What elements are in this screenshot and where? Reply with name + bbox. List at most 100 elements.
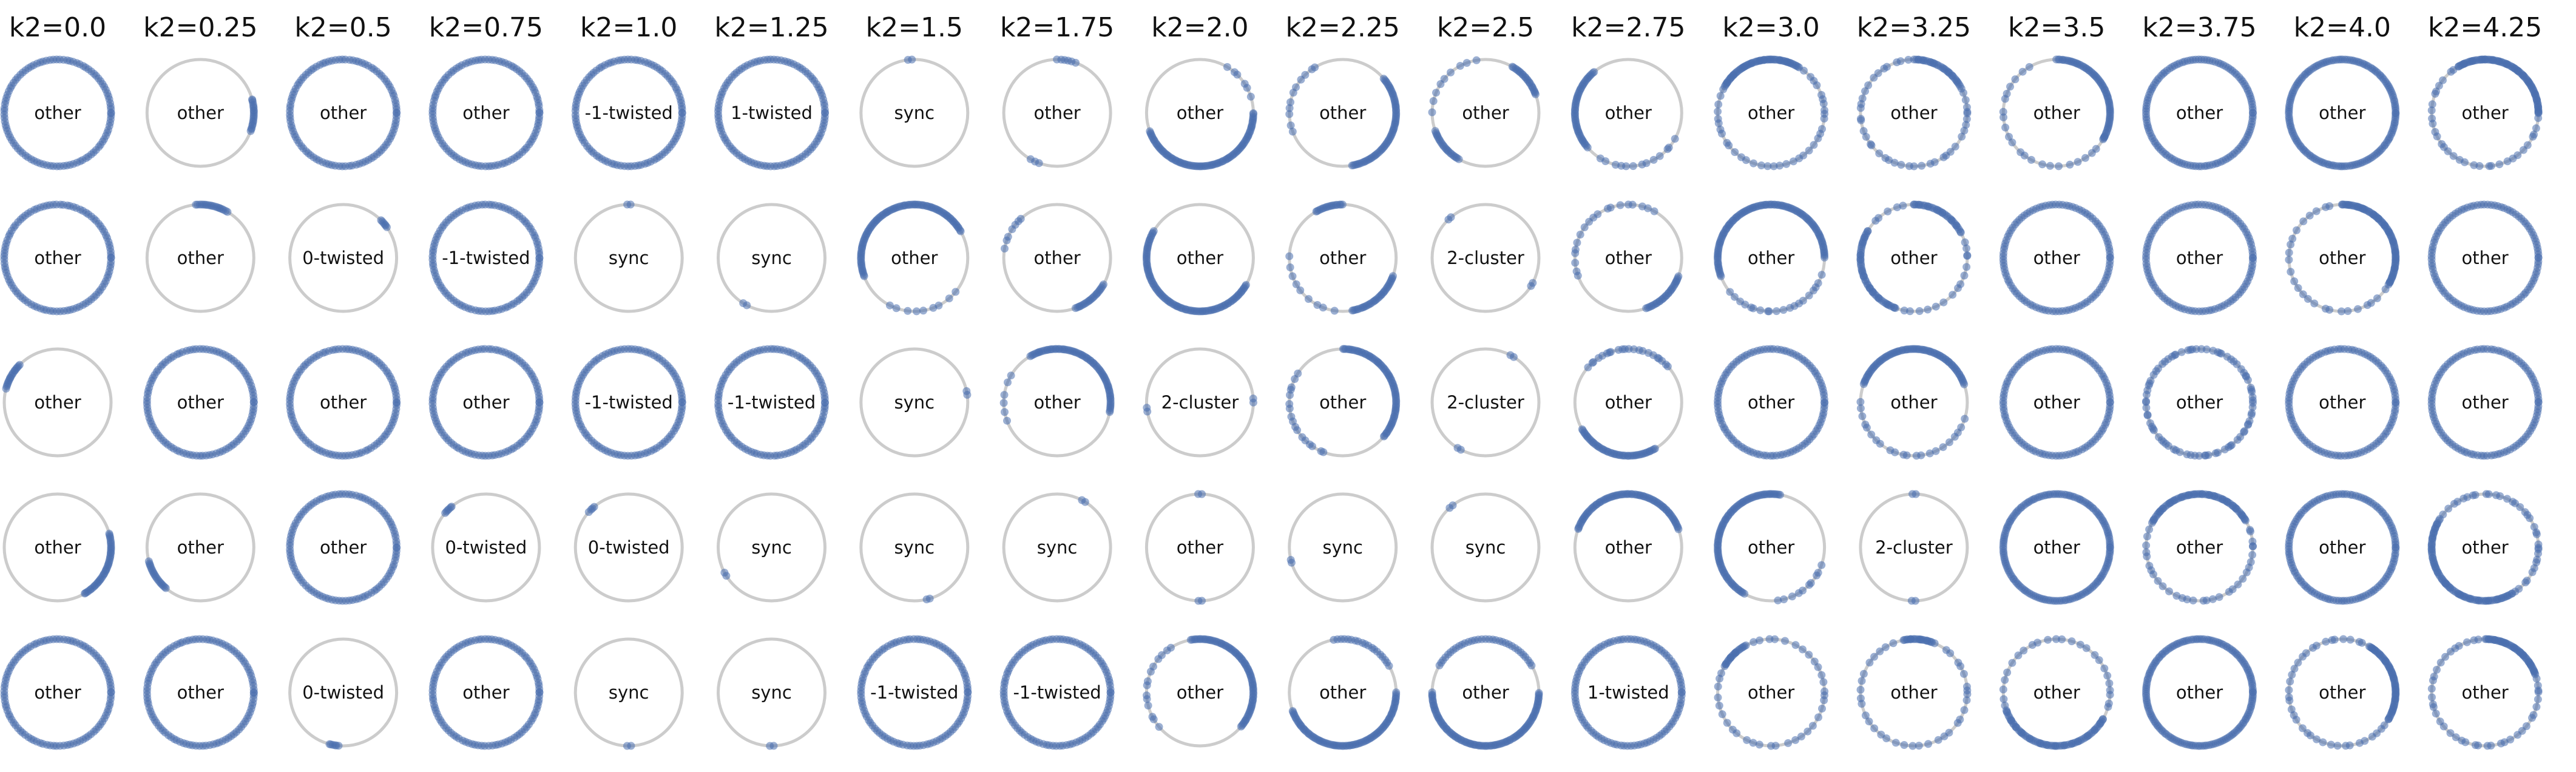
trial-ring: 1-twisted — [1570, 635, 1686, 750]
trial-ring: sync — [859, 347, 972, 458]
oscillator-point — [2106, 254, 2114, 262]
oscillator-point — [1249, 109, 1257, 117]
oscillator-point — [1933, 206, 1942, 214]
trial-ring: other — [1143, 635, 1257, 748]
oscillator-point — [2000, 113, 2007, 121]
oscillator-point — [1642, 159, 1651, 168]
trial-state-label: other — [320, 537, 367, 558]
trial-ring: other — [1573, 345, 1683, 460]
column-title: k2=3.25 — [1857, 12, 1971, 43]
oscillator-point — [1456, 62, 1464, 70]
trial-ring: other — [1714, 635, 1829, 750]
oscillator-point — [107, 108, 115, 117]
oscillator-point — [1915, 742, 1923, 750]
oscillator-point — [1756, 56, 1764, 65]
trial-ring: 2-cluster — [1859, 490, 1969, 605]
trial-state-label: other — [1462, 103, 1509, 123]
oscillator-point — [904, 306, 912, 315]
oscillator-point — [1293, 426, 1302, 435]
trial-ring: 0-twisted — [573, 492, 684, 603]
oscillator-point — [1714, 682, 1722, 691]
oscillator-point — [1435, 661, 1444, 669]
oscillator-point — [1865, 717, 1873, 726]
oscillator-point — [1882, 734, 1891, 742]
oscillator-point — [821, 398, 829, 407]
oscillator-point — [1807, 579, 1815, 587]
oscillator-point — [1914, 55, 1922, 64]
trial-state-label: other — [1890, 248, 1937, 268]
oscillator-point — [1962, 696, 1971, 705]
trial-state-label: other — [2033, 392, 2080, 413]
trial-ring: other — [1002, 55, 1112, 168]
oscillator-point — [1791, 641, 1800, 649]
oscillator-point — [1733, 729, 1741, 737]
oscillator-point — [1870, 724, 1879, 733]
trial-ring: other — [857, 200, 970, 316]
oscillator-point — [1930, 158, 1939, 166]
trial-state-label: sync — [751, 682, 792, 703]
oscillator-point — [1584, 363, 1592, 371]
oscillator-point — [1624, 200, 1632, 209]
oscillator-point — [1961, 238, 1969, 246]
trial-state-label: other — [34, 682, 81, 703]
oscillator-point — [1859, 272, 1868, 280]
oscillator-point — [1924, 305, 1932, 314]
oscillator-point — [1379, 75, 1388, 83]
oscillator-point — [1008, 225, 1016, 234]
trial-ring: other — [1856, 200, 1972, 316]
oscillator-point — [678, 398, 686, 407]
oscillator-point — [1304, 295, 1313, 303]
trial-state-label: other — [177, 392, 224, 413]
oscillator-point — [1677, 688, 1686, 697]
oscillator-point — [1296, 286, 1305, 294]
trial-state-label: other — [1033, 392, 1080, 413]
trial-ring: sync — [717, 203, 827, 313]
trial-ring: other — [1428, 635, 1543, 750]
trial-ring: sync — [717, 637, 827, 750]
oscillator-point — [1959, 669, 1968, 678]
oscillator-point — [1963, 107, 1972, 116]
oscillator-point — [334, 742, 343, 750]
oscillator-point — [2066, 160, 2074, 169]
trial-state-label: other — [1033, 103, 1080, 123]
oscillator-point — [2018, 67, 2027, 76]
oscillator-point — [1782, 160, 1791, 168]
oscillator-point — [1622, 162, 1631, 171]
oscillator-point — [2014, 651, 2023, 660]
oscillator-point — [1508, 63, 1516, 71]
oscillator-point — [1868, 288, 1877, 296]
trial-ring: -1-twisted — [571, 345, 686, 460]
oscillator-point — [2025, 63, 2033, 71]
oscillator-point — [1004, 378, 1012, 387]
oscillator-point — [2076, 640, 2084, 649]
oscillator-point — [1910, 162, 1918, 171]
oscillator-point — [1149, 715, 1158, 723]
trial-state-label: other — [2033, 248, 2080, 268]
oscillator-point — [2001, 123, 2010, 132]
oscillator-point — [1002, 236, 1011, 245]
trial-ring: -1-twisted — [571, 55, 686, 171]
oscillator-point — [1144, 702, 1152, 709]
oscillator-point — [535, 109, 544, 117]
oscillator-point — [1003, 416, 1011, 425]
oscillator-point — [2008, 138, 2017, 147]
trial-state-label: other — [1605, 248, 1652, 268]
oscillator-point — [1783, 58, 1791, 66]
oscillator-point — [2017, 728, 2026, 737]
oscillator-point — [722, 572, 731, 580]
trial-state-label: 0-twisted — [302, 248, 384, 268]
oscillator-point — [1580, 223, 1589, 231]
trial-ring: -1-twisted — [857, 635, 972, 750]
oscillator-point — [1856, 686, 1865, 694]
oscillator-point — [2027, 155, 2035, 164]
trial-state-label: other — [1605, 537, 1652, 558]
trial-state-label: -1-twisted — [442, 248, 530, 268]
trial-ring: other — [0, 200, 115, 316]
oscillator-point — [1749, 159, 1758, 168]
oscillator-point — [1576, 231, 1584, 239]
trial-state-label: sync — [609, 682, 649, 703]
trial-ring: other — [286, 490, 401, 605]
oscillator-point — [2003, 668, 2012, 677]
oscillator-point — [1951, 143, 1959, 151]
oscillator-point — [1962, 263, 1971, 271]
